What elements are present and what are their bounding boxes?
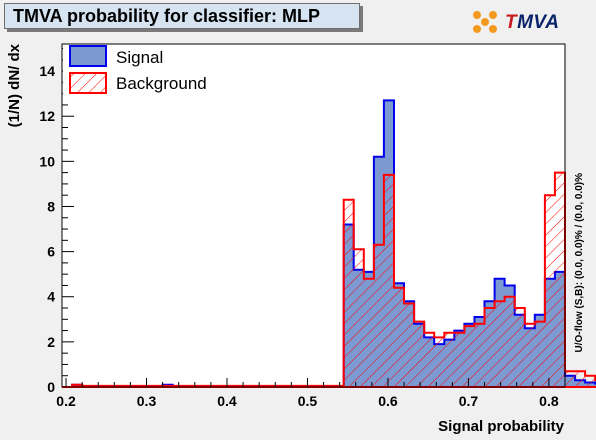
y-tick-label: 8 (47, 198, 55, 214)
x-tick-label: 0.8 (539, 393, 559, 409)
y-tick-label: 0 (47, 379, 55, 395)
legend-signal-label: Signal (116, 48, 163, 67)
legend-signal-swatch (69, 45, 107, 67)
chart-title: TMVA probability for classifier: MLP (4, 3, 360, 29)
logo-text: TMVA (505, 12, 559, 34)
x-tick-label: 0.6 (378, 393, 398, 409)
overflow-note: U/O-flow (S,B): (0.0, 0.0)% / (0.0, 0.0)… (574, 173, 585, 353)
x-tick-label: 0.3 (137, 393, 157, 409)
x-tick-label: 0.4 (217, 393, 237, 409)
plot-frame-border (61, 43, 566, 388)
legend: Signal Background (63, 45, 237, 99)
legend-background-label: Background (116, 74, 207, 93)
y-tick-label: 4 (47, 289, 55, 305)
y-tick-label: 6 (47, 244, 55, 260)
y-axis: 0 2 4 6 8 10 12 14 (39, 48, 74, 395)
y-axis-title: (1/N) dN/ dx (6, 43, 23, 127)
x-tick-label: 0.7 (459, 393, 479, 409)
logo-letters-mva: MVA (517, 12, 560, 33)
y-tick-label: 14 (39, 63, 55, 79)
y-tick-label: 10 (39, 153, 55, 169)
legend-background-swatch (69, 72, 107, 94)
x-axis: 0.2 0.3 0.4 0.5 0.6 0.7 0.8 (56, 378, 559, 409)
x-tick-label: 0.5 (298, 393, 318, 409)
x-tick-label: 0.2 (56, 393, 76, 409)
tmva-logo-icon (473, 11, 497, 33)
y-tick-label: 2 (47, 334, 55, 350)
logo-letter-t: T (505, 12, 518, 33)
y-tick-label: 12 (39, 108, 55, 124)
x-axis-title: Signal probability (438, 418, 565, 435)
